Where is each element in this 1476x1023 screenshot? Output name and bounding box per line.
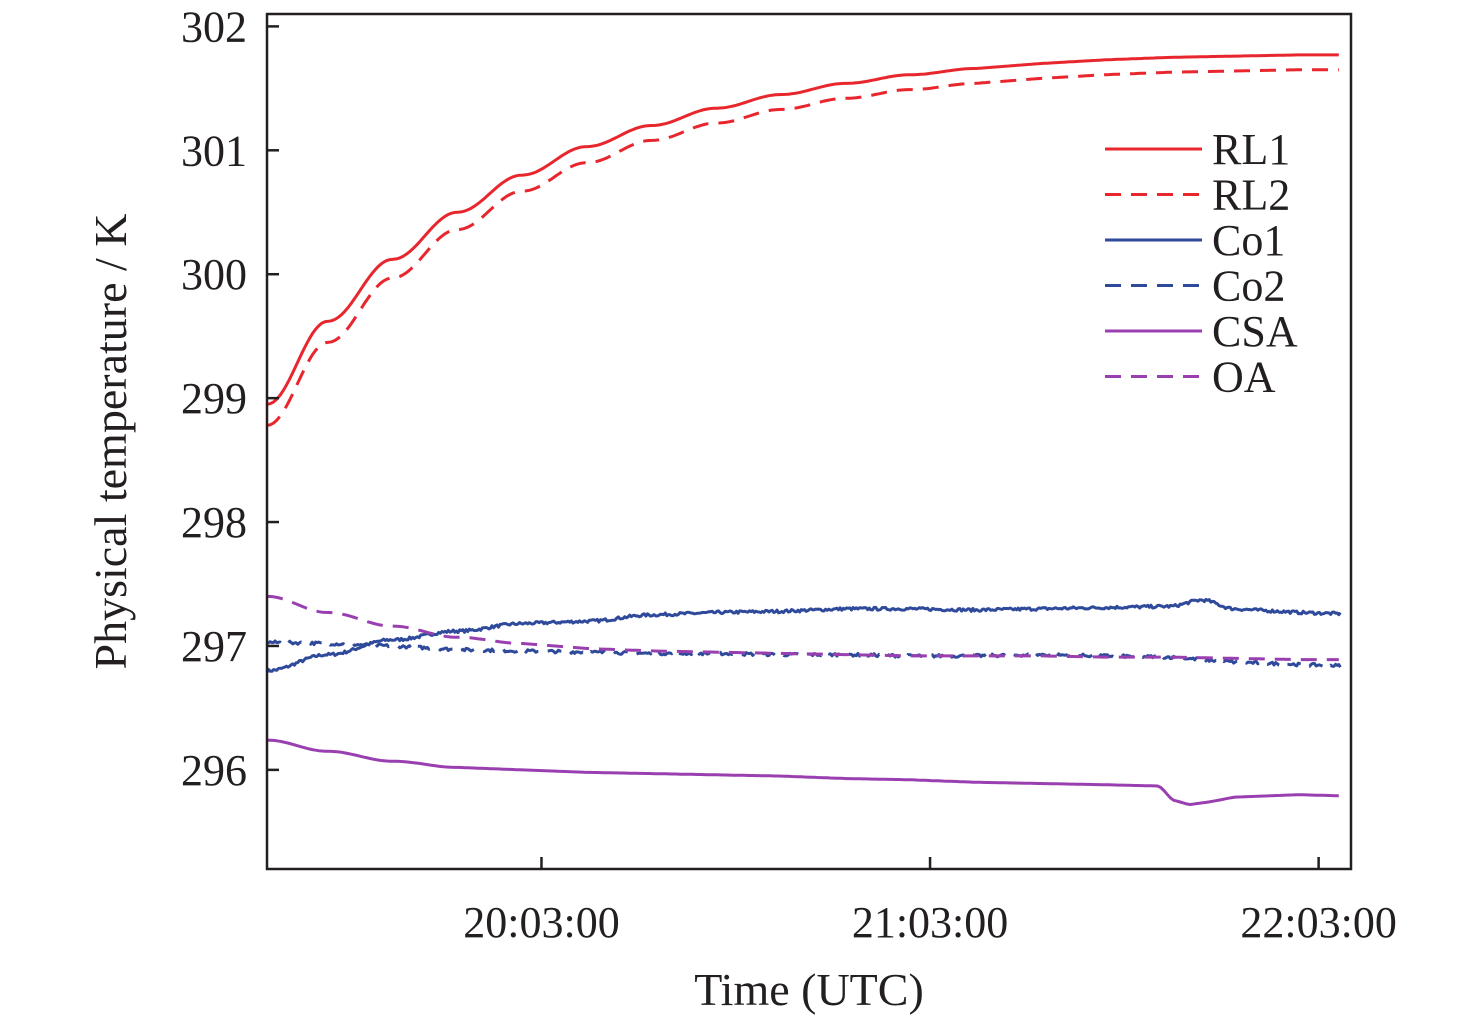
x-tick-label: 20:03:00 [463, 898, 619, 947]
axis-ticks: 296 297 298 299 300 301 302 20:03:00 21:03:00 22:… [181, 2, 1397, 947]
y-axis-title: Physical temperature / K [85, 213, 136, 669]
series-line-csa [266, 738, 1339, 806]
x-tick-label: 21:03:00 [852, 898, 1008, 947]
x-axis-title: Time (UTC) [694, 964, 924, 1015]
y-tick-label: 296 [181, 746, 247, 795]
legend-label-co1: Co1 [1212, 216, 1285, 265]
y-tick-label: 302 [181, 2, 247, 51]
y-tick-label: 298 [181, 498, 247, 547]
series-line-rl1 [266, 53, 1339, 406]
series-line-co2 [266, 639, 1342, 669]
series-line-rl2 [266, 68, 1339, 427]
legend-label-rl1: RL1 [1212, 125, 1290, 174]
plot-lines [265, 53, 1342, 806]
legend-label-rl2: RL2 [1212, 171, 1290, 220]
series-line-co1 [265, 597, 1342, 673]
y-tick-label: 301 [181, 126, 247, 175]
y-tick-label: 300 [181, 250, 247, 299]
y-tick-label: 299 [181, 374, 247, 423]
plot-frame [265, 12, 1353, 871]
x-tick-label: 22:03:00 [1240, 898, 1396, 947]
y-tick-label: 297 [181, 622, 247, 671]
legend-label-co2: Co2 [1212, 262, 1285, 311]
legend-label-csa: CSA [1212, 307, 1298, 356]
legend-label-oa: OA [1212, 353, 1276, 402]
series-line-oa [266, 594, 1339, 662]
